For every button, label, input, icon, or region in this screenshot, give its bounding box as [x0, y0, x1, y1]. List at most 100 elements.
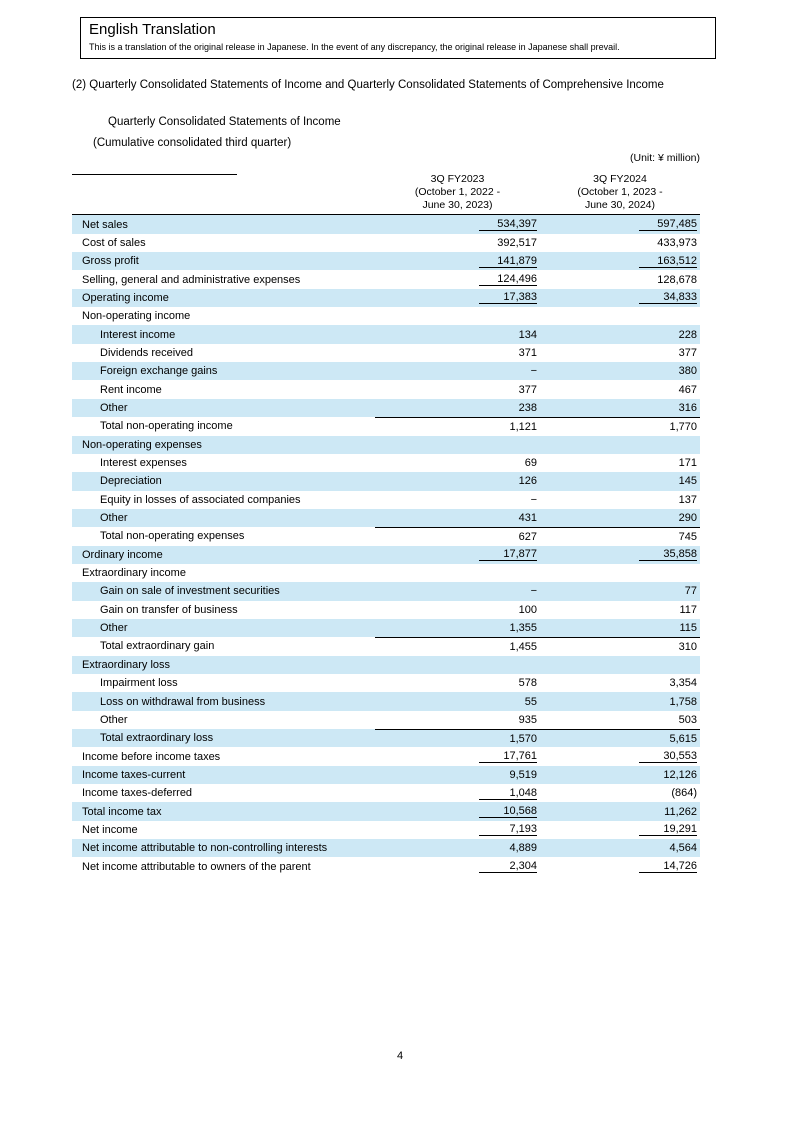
- row-value-fy2024: 503: [678, 713, 697, 726]
- row-value-fy2024: 310: [540, 637, 700, 655]
- row-label: Interest expenses: [100, 457, 187, 470]
- row-label: Other: [100, 512, 128, 525]
- table-row: Dividends received 371 377: [72, 344, 700, 362]
- row-value-fy2023: 2,304: [375, 857, 540, 875]
- row-value-fy2023: [375, 307, 540, 325]
- row-value-fy2023: 17,383: [375, 289, 540, 307]
- row-value-fy2024: 19,291: [540, 821, 700, 839]
- row-label: Net income attributable to owners of the…: [82, 860, 311, 873]
- table-row: Gross profit 141,879 163,512: [72, 252, 700, 271]
- row-value-fy2023: 4,889: [509, 842, 537, 855]
- row-value-fy2024: 77: [684, 585, 697, 598]
- table-row: Cost of sales 392,517 433,973: [72, 234, 700, 252]
- row-value-fy2023: [375, 436, 540, 454]
- table-row: Non-operating expenses: [72, 435, 700, 454]
- table-row: Total extraordinary gain 1,455 310: [72, 637, 700, 655]
- table-row: Operating income 17,383 34,833: [72, 288, 700, 308]
- table-row: Impairment loss 578 3,354: [72, 674, 700, 692]
- table-header-label-cell: [72, 173, 375, 211]
- table-row: Other 238 316: [72, 398, 700, 418]
- row-value-fy2023: 627: [375, 527, 540, 545]
- row-value-fy2023: 1,048: [375, 784, 540, 802]
- column-header-line: June 30, 2023): [422, 198, 493, 211]
- row-value-fy2023: 392,517: [497, 236, 537, 249]
- row-label: Total non-operating income: [100, 420, 233, 433]
- row-value-fy2024: [540, 564, 700, 582]
- table-row: Gain on transfer of business 100 117: [72, 601, 700, 619]
- row-value-fy2023: 134: [518, 328, 537, 341]
- row-label: Loss on withdrawal from business: [100, 695, 266, 708]
- row-value-fy2023: 69: [524, 457, 537, 470]
- row-label: Depreciation: [100, 475, 162, 488]
- row-label: Ordinary income: [82, 548, 163, 561]
- table-row: Income taxes-deferred 1,048 (864): [72, 784, 700, 802]
- table-row: Total non-operating income 1,121 1,770: [72, 417, 700, 435]
- row-value-fy2023: 10,568: [375, 802, 540, 820]
- table-row: Extraordinary loss: [72, 655, 700, 674]
- row-label: Total extraordinary loss: [100, 732, 214, 745]
- table-row: Income before income taxes 17,761 30,553: [72, 747, 700, 765]
- row-value-fy2023: 141,879: [375, 252, 540, 270]
- row-value-fy2023: 238: [518, 402, 537, 414]
- row-value-fy2024: 5,615: [540, 729, 700, 747]
- row-value-fy2024: 34,833: [540, 289, 700, 307]
- column-header-line: 3Q FY2024: [593, 173, 647, 185]
- row-label: Extraordinary loss: [82, 658, 171, 671]
- row-label: Net sales: [82, 218, 128, 231]
- row-value-fy2024: 377: [678, 346, 697, 359]
- row-value-fy2023: [375, 564, 540, 582]
- row-value-fy2023: 578: [518, 677, 537, 690]
- row-value-fy2024: 137: [678, 493, 697, 506]
- translation-notice-box: English Translation This is a translatio…: [80, 17, 716, 59]
- table-row: Net income attributable to owners of the…: [72, 857, 700, 875]
- row-label: Other: [100, 402, 128, 414]
- row-value-fy2024: 11,262: [664, 805, 697, 818]
- section-heading: (2) Quarterly Consolidated Statements of…: [72, 79, 664, 91]
- row-value-fy2024: [540, 656, 700, 674]
- row-value-fy2024: 1,770: [540, 417, 700, 435]
- row-value-fy2023: 935: [518, 713, 537, 726]
- row-value-fy2024: 128,678: [657, 273, 697, 286]
- table-row: Rent income 377 467: [72, 380, 700, 398]
- row-value-fy2023: 1,121: [375, 417, 540, 435]
- row-value-fy2024: 145: [678, 475, 697, 488]
- row-value-fy2024: [540, 436, 700, 454]
- row-value-fy2023: 17,877: [375, 546, 540, 564]
- row-value-fy2024: (864): [671, 787, 697, 800]
- column-header-line: (October 1, 2022 -: [414, 185, 501, 198]
- header-rule: [72, 174, 237, 175]
- column-header-fy2024: 3Q FY2024 (October 1, 2023 - June 30, 20…: [540, 173, 700, 211]
- column-header-fy2023: 3Q FY2023 (October 1, 2022 - June 30, 20…: [375, 173, 540, 211]
- period-note: (Cumulative consolidated third quarter): [93, 137, 292, 149]
- row-value-fy2023: 1,355: [509, 622, 537, 635]
- table-row: Loss on withdrawal from business 55 1,758: [72, 692, 700, 711]
- row-value-fy2023: 9,519: [509, 768, 537, 781]
- row-value-fy2024: 12,126: [663, 768, 697, 781]
- row-value-fy2024: 433,973: [657, 236, 697, 249]
- table-row: Non-operating income: [72, 307, 700, 325]
- row-value-fy2023: 100: [518, 603, 537, 616]
- table-row: Other 431 290: [72, 508, 700, 528]
- row-label: Operating income: [82, 291, 169, 304]
- row-value-fy2024: 115: [679, 622, 697, 635]
- statement-title: Quarterly Consolidated Statements of Inc…: [108, 116, 341, 128]
- row-value-fy2023: 377: [518, 383, 537, 396]
- row-value-fy2024: 30,553: [540, 747, 700, 765]
- row-value-fy2023: −: [530, 585, 537, 598]
- row-value-fy2024: [540, 307, 700, 325]
- row-value-fy2024: 4,564: [669, 842, 697, 855]
- table-row: Foreign exchange gains − 380: [72, 362, 700, 381]
- row-value-fy2023: 534,397: [375, 215, 540, 233]
- row-label: Non-operating expenses: [82, 438, 202, 451]
- table-row: Net income 7,193 19,291: [72, 821, 700, 839]
- row-value-fy2023: −: [530, 493, 537, 506]
- row-label: Cost of sales: [82, 236, 146, 249]
- row-label: Gross profit: [82, 255, 139, 268]
- column-header-line: June 30, 2024): [584, 198, 656, 211]
- table-row: Net sales 534,397 597,485: [72, 215, 700, 234]
- row-value-fy2024: 467: [678, 383, 697, 396]
- row-label: Extraordinary income: [82, 567, 186, 580]
- row-label: Interest income: [100, 328, 176, 341]
- row-value-fy2024: 14,726: [540, 857, 700, 875]
